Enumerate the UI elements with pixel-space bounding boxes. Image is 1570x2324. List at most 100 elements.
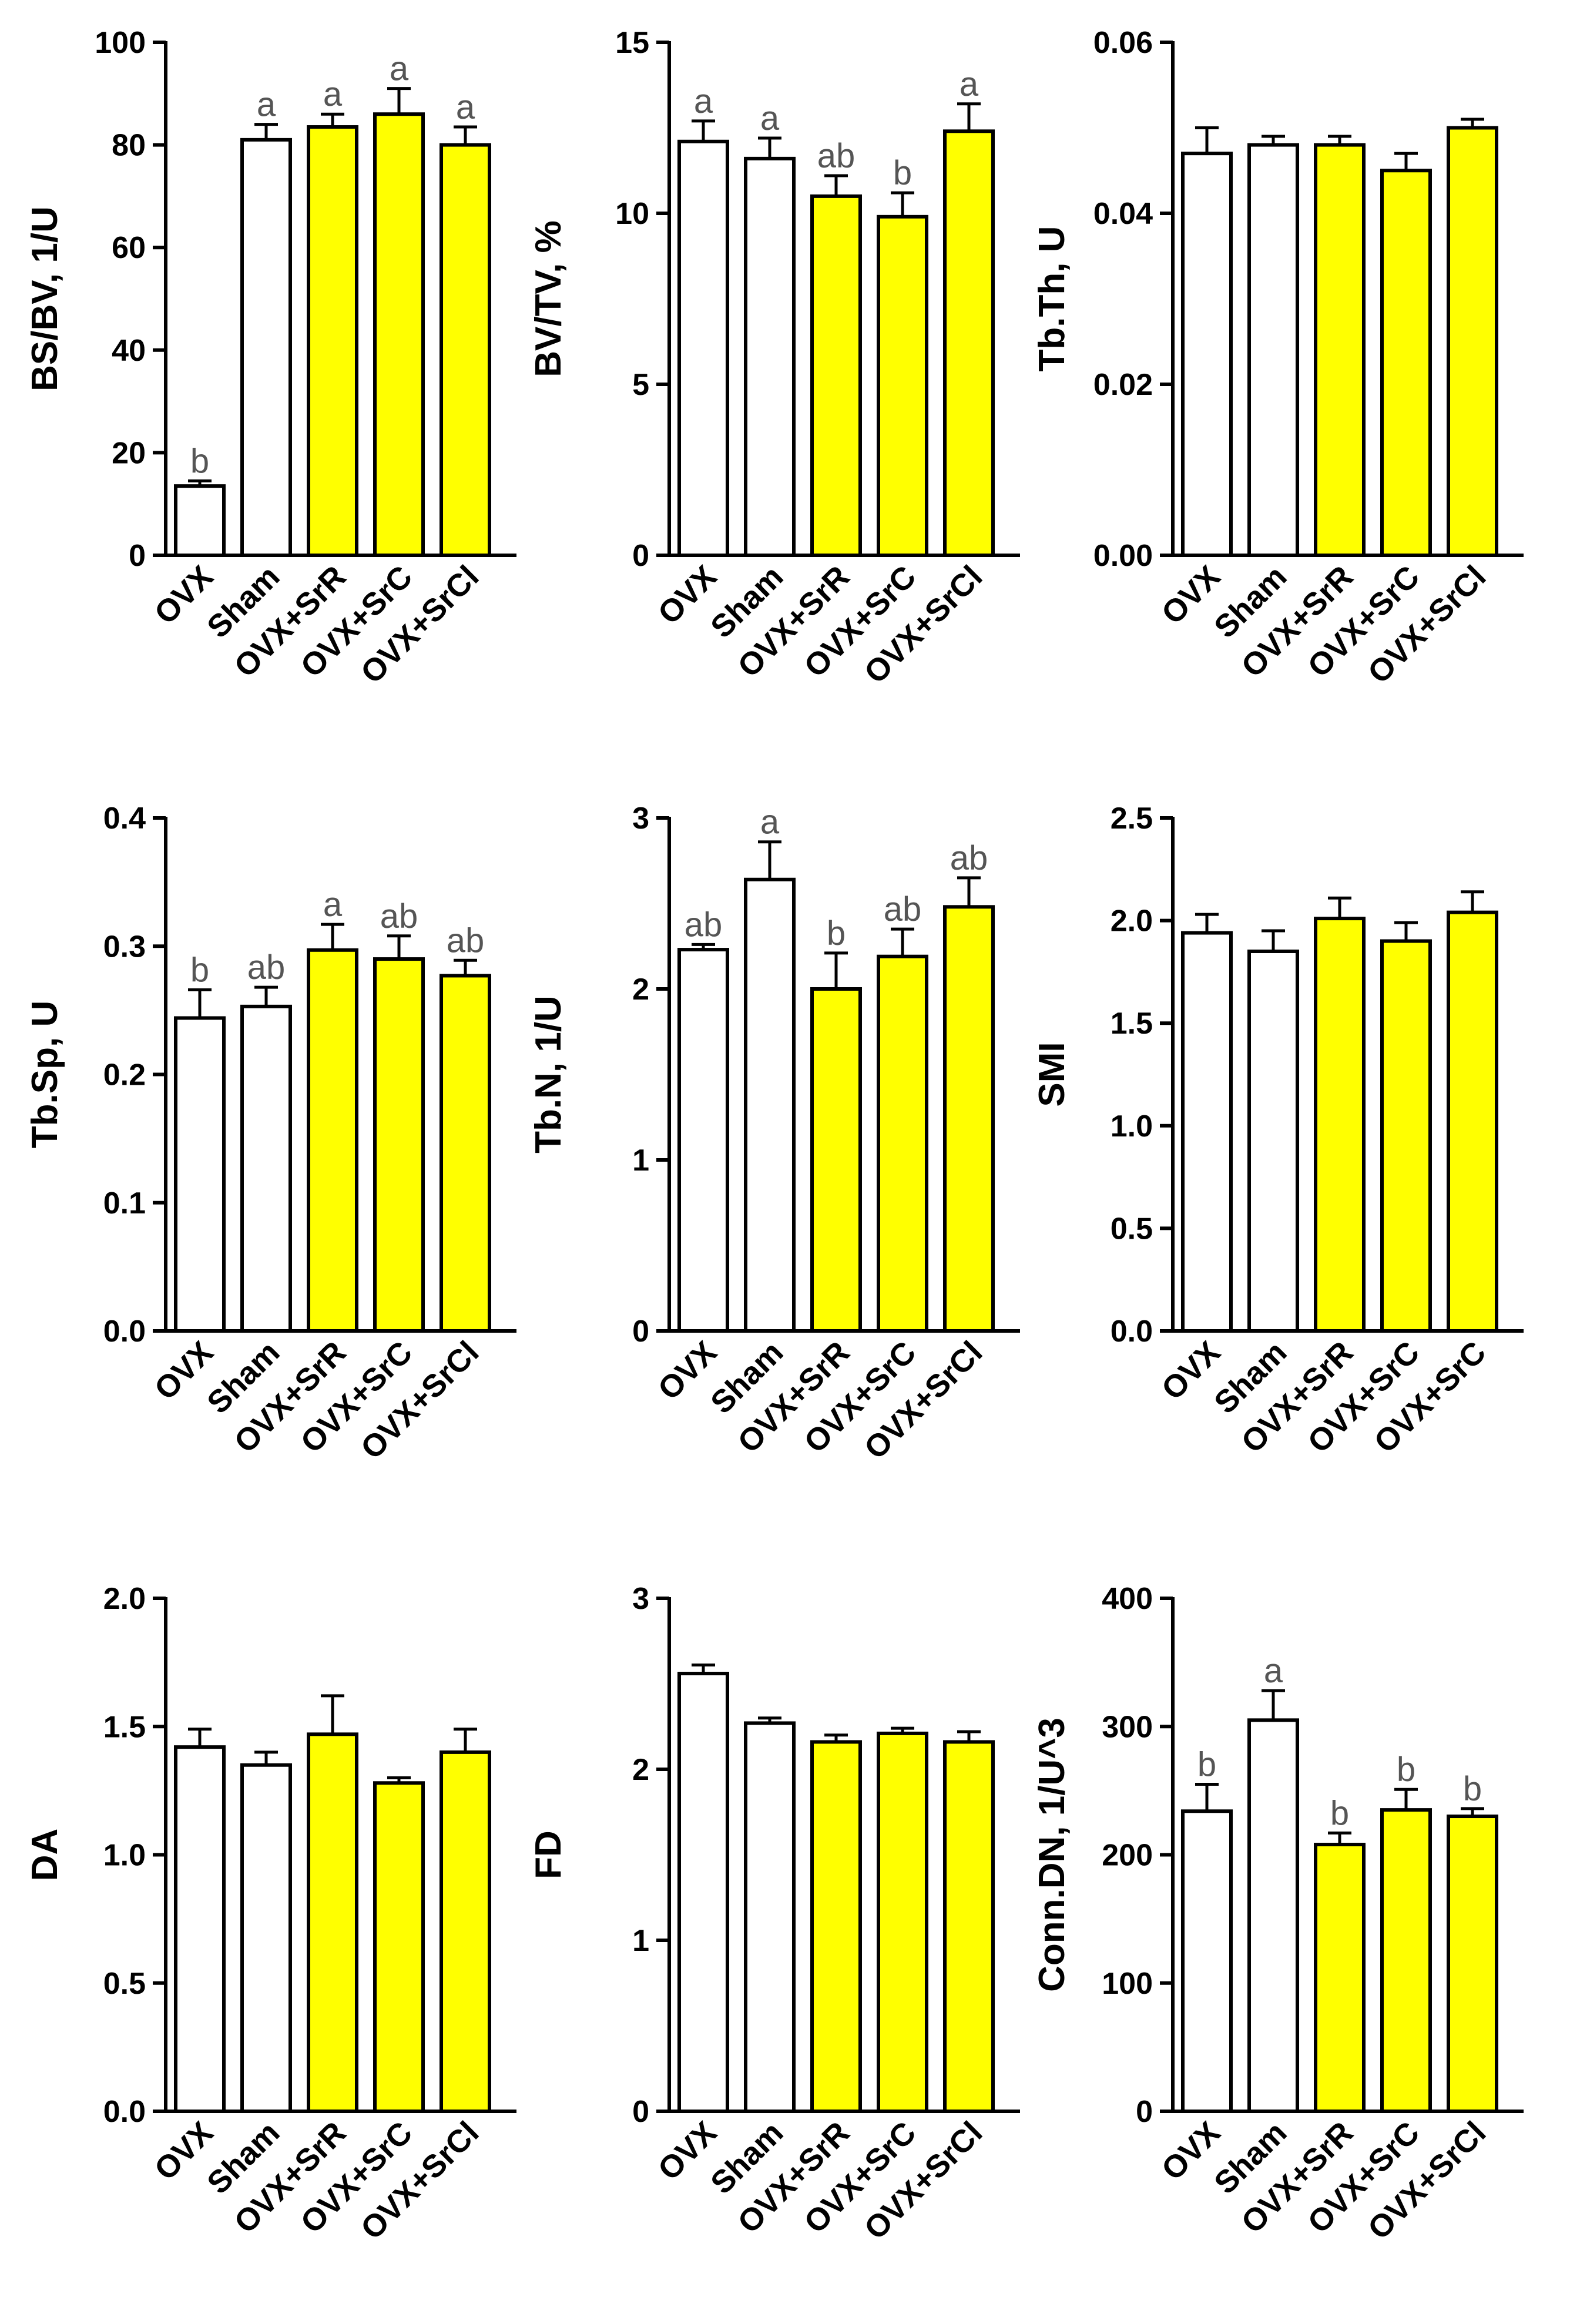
chart-panel-4: 0.00.10.20.30.4Tb.Sp, UbOVXabShamaOVX+Sr…: [25, 802, 516, 1466]
y-tick-label: 2: [632, 972, 649, 1007]
bar-5: [943, 129, 995, 557]
bar-2: [1247, 143, 1299, 558]
bar-4: [877, 954, 928, 1333]
bar-5: [1447, 910, 1498, 1333]
y-tick-label: 0: [632, 2095, 649, 2129]
significance-label: b: [1397, 1750, 1415, 1789]
bar-5: [1447, 126, 1498, 557]
chart-panel-7: 0.00.51.01.52.0DAOVXShamOVX+SrROVX+SrCOV…: [25, 1582, 516, 2246]
significance-label: b: [1197, 1745, 1216, 1783]
significance-label: ab: [950, 839, 988, 877]
y-tick-label: 0.04: [1093, 197, 1153, 231]
bar-2: [240, 1763, 292, 2114]
y-tick-label: 80: [112, 129, 146, 163]
bar-4: [373, 112, 425, 558]
bar-1: [1181, 152, 1233, 557]
bar-3: [810, 194, 862, 557]
bar-1: [1181, 1809, 1233, 2113]
bar-2: [1247, 949, 1299, 1333]
bar-2: [240, 138, 292, 557]
y-tick-label: 0.0: [1111, 1314, 1153, 1349]
bar-1: [1181, 931, 1233, 1333]
bar-3: [307, 948, 358, 1333]
significance-label: b: [1463, 1770, 1482, 1808]
significance-label: ab: [247, 948, 286, 987]
bar-1: [677, 1672, 729, 2114]
y-tick-label: 1.5: [103, 1710, 146, 1744]
y-tick-label: 0.06: [1093, 26, 1153, 60]
significance-label: a: [694, 82, 713, 120]
bar-1: [174, 1016, 226, 1333]
bar-4: [1380, 1808, 1432, 2114]
y-tick-label: 0.02: [1093, 368, 1153, 402]
significance-label: a: [257, 86, 276, 124]
bar-5: [440, 143, 491, 558]
bar-5: [943, 1740, 995, 2113]
y-tick-label: 400: [1102, 1582, 1153, 1616]
bar-3: [1314, 1843, 1366, 2114]
bar-3: [1314, 143, 1366, 558]
bar-4: [877, 214, 928, 557]
significance-label: ab: [817, 137, 856, 175]
significance-label: b: [827, 914, 846, 953]
y-tick-label: 5: [632, 368, 649, 402]
bar-3: [1314, 917, 1366, 1333]
significance-label: b: [1330, 1794, 1349, 1832]
y-tick-label: 1.0: [103, 1839, 146, 1873]
y-tick-label: 2: [632, 1753, 649, 1787]
y-tick-label: 15: [615, 26, 649, 60]
y-tick-label: 300: [1102, 1710, 1153, 1744]
y-tick-label: 0: [632, 539, 649, 573]
y-tick-label: 200: [1102, 1839, 1153, 1873]
y-axis-title: Tb.N, 1/U: [528, 995, 569, 1153]
y-tick-label: 0.1: [103, 1186, 146, 1220]
significance-label: ab: [447, 921, 485, 960]
bar-3: [307, 1732, 358, 2113]
bar-4: [877, 1731, 928, 2113]
y-tick-label: 0.5: [1111, 1212, 1153, 1246]
significance-label: b: [893, 154, 912, 192]
y-tick-label: 100: [95, 26, 146, 60]
bar-1: [174, 1745, 226, 2113]
significance-label: a: [323, 886, 343, 924]
y-tick-label: 0: [1136, 2095, 1153, 2129]
y-axis-title: DA: [25, 1829, 65, 1882]
y-tick-label: 1: [632, 1143, 649, 1178]
significance-label: ab: [884, 890, 922, 928]
bar-5: [943, 905, 995, 1333]
bar-2: [240, 1004, 292, 1333]
significance-label: a: [323, 75, 343, 113]
y-tick-label: 0.5: [103, 1967, 146, 2001]
y-tick-label: 0.00: [1093, 539, 1153, 573]
bar-3: [810, 987, 862, 1333]
bar-2: [744, 156, 796, 557]
y-tick-label: 20: [112, 436, 146, 470]
y-axis-title: FD: [528, 1830, 569, 1879]
bar-4: [1380, 169, 1432, 557]
bar-3: [307, 125, 358, 558]
y-tick-label: 0.3: [103, 930, 146, 964]
significance-label: a: [390, 50, 409, 88]
y-tick-label: 3: [632, 1582, 649, 1616]
y-tick-label: 2.0: [103, 1582, 146, 1616]
bar-4: [373, 1781, 425, 2113]
y-axis-title: SMI: [1032, 1042, 1072, 1106]
y-tick-label: 0.0: [103, 2095, 146, 2129]
y-tick-label: 1: [632, 1924, 649, 1958]
y-tick-label: 100: [1102, 1967, 1153, 2001]
y-axis-title: Tb.Sp, U: [25, 1001, 65, 1148]
bar-1: [677, 948, 729, 1333]
bar-4: [373, 957, 425, 1333]
chart-panel-6: 0.00.51.01.52.02.5SMIOVXShamOVX+SrROVX+S…: [1032, 802, 1524, 1460]
significance-label: a: [960, 65, 979, 103]
bar-5: [1447, 1815, 1498, 2113]
y-tick-label: 0.0: [103, 1314, 146, 1349]
significance-label: a: [1264, 1652, 1283, 1690]
